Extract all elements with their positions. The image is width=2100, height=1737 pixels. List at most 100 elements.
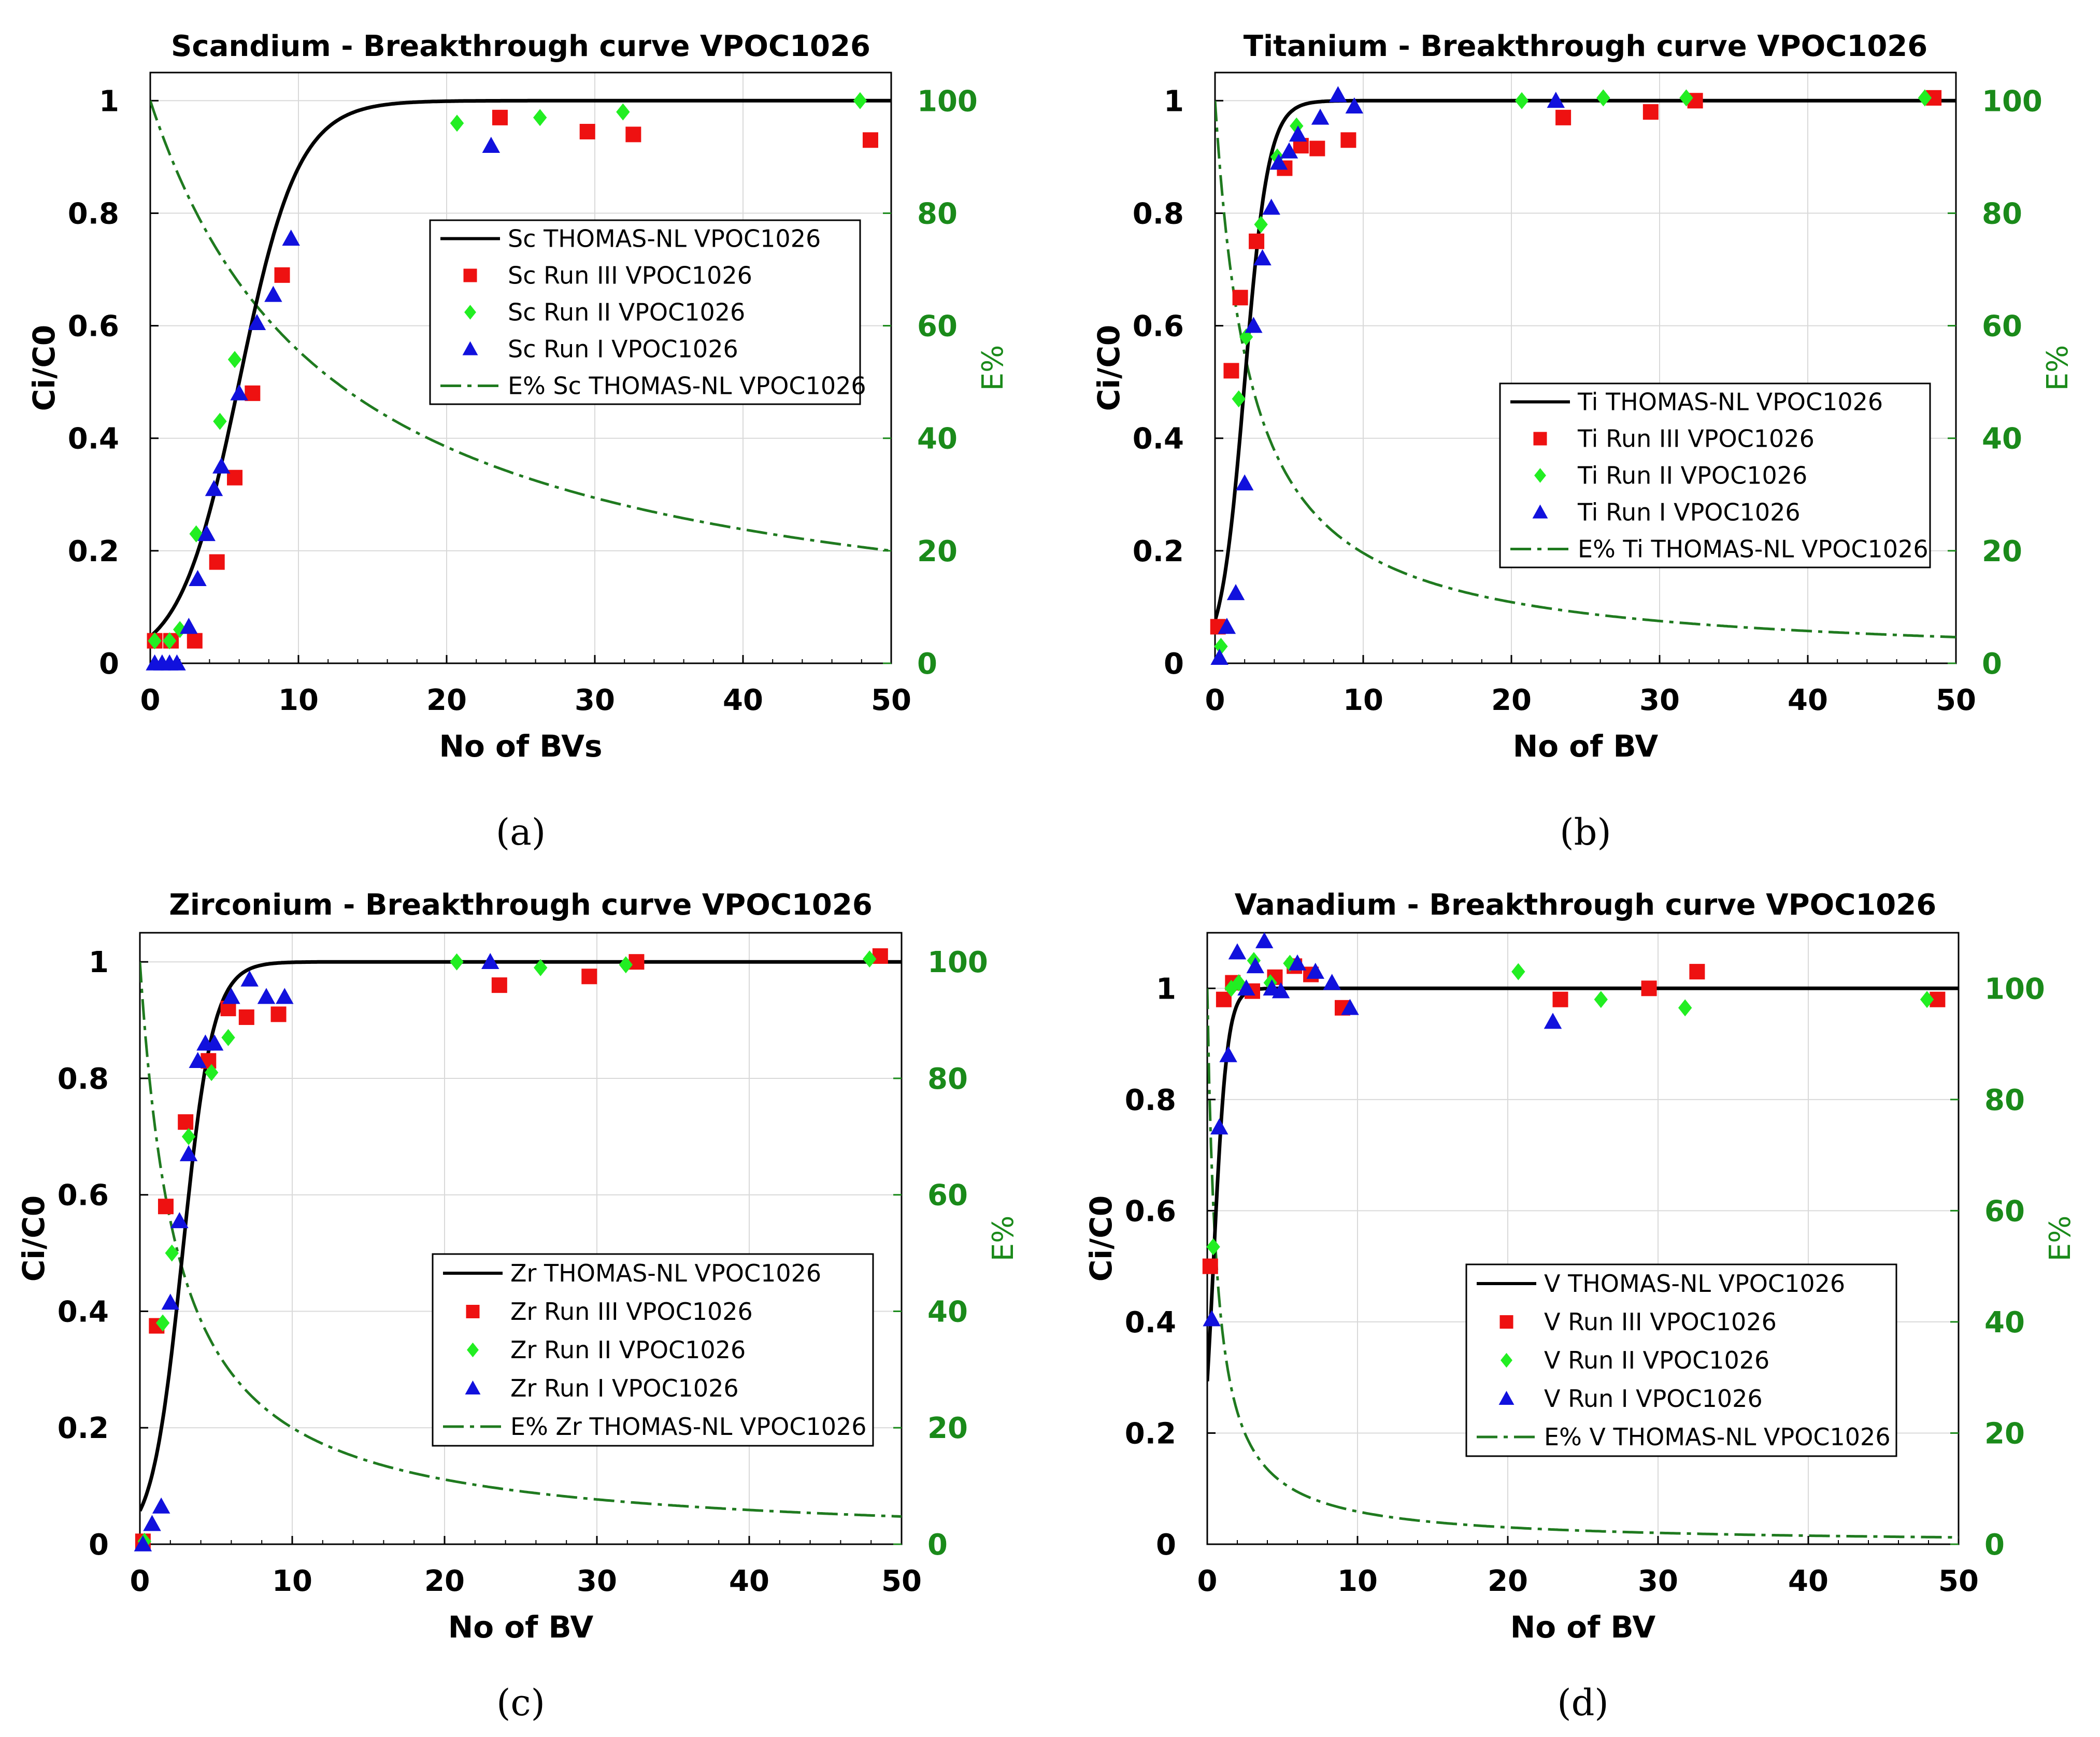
- triangle-point: [152, 1497, 170, 1514]
- y-tick-label: 0.8: [68, 197, 119, 231]
- y-tick-label: 1: [1156, 972, 1176, 1006]
- legend-entry: Zr Run I VPOC1026: [510, 1374, 739, 1402]
- triangle-point: [1237, 979, 1255, 996]
- chart-title: Scandium - Breakthrough curve VPOC1026: [171, 30, 870, 63]
- e-percent-curve: [140, 962, 902, 1518]
- triangle-point: [240, 970, 259, 987]
- y-tick-label: 0.2: [68, 535, 119, 568]
- y-axis-label: Ci/C0: [26, 325, 62, 411]
- x-tick-label: 0: [1197, 1564, 1218, 1598]
- diamond-point: [1679, 89, 1693, 107]
- legend-box: [432, 1253, 874, 1447]
- legend-entry: E% Ti THOMAS-NL VPOC1026: [1578, 535, 1928, 563]
- y2-tick-label: 80: [1982, 197, 2022, 231]
- y2-tick-label: 100: [917, 84, 978, 118]
- square-point: [581, 969, 597, 985]
- diamond-point: [1515, 92, 1529, 109]
- diamond-point: [227, 351, 242, 368]
- y-tick-label: 0.4: [68, 422, 119, 456]
- y-tick-label: 0.8: [58, 1062, 109, 1096]
- triangle-point: [134, 1535, 152, 1551]
- square-point: [245, 385, 261, 401]
- square-point: [1641, 980, 1657, 996]
- y-tick-label: 0: [99, 647, 119, 681]
- diamond-point: [204, 1064, 219, 1081]
- chart-title: Titanium - Breakthrough curve VPOC1026: [1244, 30, 1927, 63]
- legend-entry: Sc Run I VPOC1026: [508, 335, 738, 363]
- square-point: [178, 1114, 194, 1130]
- triangle-point: [189, 1051, 207, 1069]
- diamond-point: [450, 953, 464, 971]
- triangle-point: [205, 1034, 224, 1051]
- triangle-point: [282, 230, 300, 246]
- triangle-point: [1226, 584, 1245, 601]
- x-axis-label: No of BV: [1510, 1610, 1656, 1645]
- x-tick-label: 30: [1639, 684, 1680, 717]
- panel-c: 0 10 20 30 40 5000.20.40.60.81020406080100Zir…: [16, 888, 1020, 1724]
- square-point: [1642, 104, 1659, 120]
- y2-tick-label: 60: [1982, 310, 2022, 344]
- diamond-point: [619, 956, 633, 974]
- triangle-point: [1255, 932, 1274, 948]
- triangle-point: [481, 952, 499, 969]
- triangle-point: [276, 988, 294, 1004]
- y2-tick-label: 100: [1984, 972, 2045, 1006]
- plot-frame: [1206, 932, 1960, 1545]
- triangle-point: [1262, 198, 1280, 215]
- x-tick-label: 0: [1205, 684, 1225, 717]
- triangle-point: [1253, 249, 1272, 266]
- square-point: [1202, 1258, 1218, 1274]
- legend-entry: V Run III VPOC1026: [1544, 1308, 1777, 1336]
- x-axis-label: No of BVs: [439, 729, 602, 764]
- legend-entry: V THOMAS-NL VPOC1026: [1544, 1270, 1845, 1298]
- legend-entry: V Run II VPOC1026: [1544, 1346, 1769, 1374]
- diamond-point: [1232, 390, 1246, 408]
- x-tick-label: 40: [1788, 1564, 1828, 1598]
- triangle-point: [1323, 974, 1341, 990]
- square-point: [862, 132, 878, 148]
- y-tick-label: 1: [89, 946, 109, 979]
- square-point: [1223, 363, 1239, 379]
- square-point: [274, 267, 290, 283]
- diamond-point: [1283, 955, 1297, 972]
- y-tick-label: 0.2: [1125, 1417, 1176, 1450]
- x-tick-label: 30: [575, 684, 615, 717]
- diamond-point: [155, 1314, 170, 1332]
- triangle-point: [222, 988, 240, 1004]
- panel-label: (b): [1560, 811, 1611, 853]
- x-tick-label: 20: [424, 1564, 465, 1598]
- square-point: [158, 1199, 174, 1215]
- y-tick-label: 0: [89, 1528, 109, 1562]
- triangle-point: [1235, 474, 1254, 491]
- y2-axis-label: E%: [987, 1216, 1020, 1262]
- legend-entry: Sc Run III VPOC1026: [508, 262, 752, 290]
- y-tick-label: 0.6: [1125, 1194, 1176, 1228]
- legend-triangle-swatch: [1498, 1391, 1515, 1405]
- square-point: [238, 1009, 254, 1025]
- y-tick-label: 0.8: [1133, 197, 1184, 231]
- legend-entry: Sc Run II VPOC1026: [508, 298, 745, 326]
- y2-tick-label: 0: [927, 1528, 948, 1562]
- square-point: [270, 1006, 287, 1022]
- triangle-point: [1341, 999, 1359, 1015]
- legend-diamond-swatch: [464, 305, 476, 320]
- x-tick-label: 40: [723, 684, 763, 717]
- thomas-model-curve: [150, 98, 891, 638]
- square-point: [1232, 290, 1248, 306]
- triangle-point: [1306, 962, 1325, 979]
- triangle-point: [168, 654, 186, 671]
- y2-tick-label: 0: [1982, 647, 2002, 681]
- diamond-point: [853, 92, 867, 109]
- y2-tick-label: 100: [1982, 84, 2042, 118]
- square-point: [872, 948, 888, 964]
- y2-tick-label: 80: [917, 197, 958, 231]
- diamond-point: [534, 959, 548, 976]
- legend-box: [1499, 382, 1931, 568]
- diamond-point: [1239, 328, 1253, 346]
- triangle-point: [1245, 317, 1263, 333]
- triangle-point: [189, 569, 207, 586]
- x-tick-label: 50: [871, 684, 911, 717]
- diamond-point: [1594, 991, 1608, 1008]
- y2-axis-label: E%: [2041, 345, 2075, 391]
- panel-label: (d): [1557, 1682, 1608, 1724]
